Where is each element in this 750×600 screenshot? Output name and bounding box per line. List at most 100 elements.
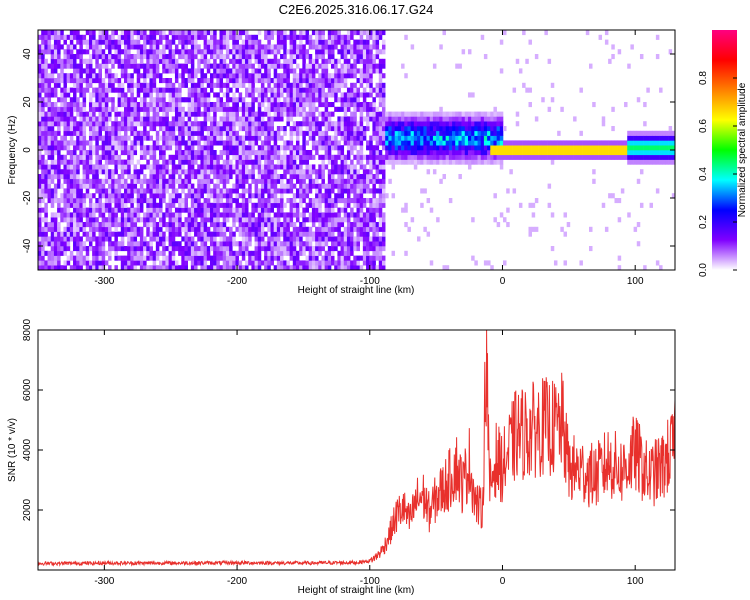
heatmap-cell: [245, 150, 249, 156]
heatmap-cell: [369, 212, 373, 218]
heatmap-cell: [308, 246, 313, 252]
heatmap-cell: [225, 164, 230, 170]
heatmap-cell: [206, 97, 211, 103]
heatmap-cell: [343, 106, 348, 112]
heatmap-cell: [117, 159, 122, 165]
heatmap-cell: [209, 121, 214, 127]
heatmap-cell: [337, 116, 341, 122]
heatmap-cell: [327, 169, 332, 175]
heatmap-cell: [127, 255, 131, 261]
heatmap-cell: [385, 154, 389, 160]
heatmap-cell: [216, 178, 220, 184]
heatmap-cell: [477, 126, 482, 132]
heatmap-cell: [168, 126, 173, 132]
heatmap-cell: [194, 92, 198, 98]
heatmap-cell: [490, 130, 494, 136]
heatmap-cell: [38, 63, 42, 69]
heatmap-cell: [66, 121, 71, 127]
heatmap-cell: [260, 97, 265, 103]
heatmap-cell: [369, 145, 373, 151]
heatmap-cell: [257, 78, 262, 84]
heatmap-cell: [283, 68, 287, 74]
heatmap-cell: [378, 58, 383, 64]
heatmap-cell: [270, 121, 274, 127]
heatmap-cell: [194, 188, 198, 194]
heatmap-cell: [331, 202, 335, 208]
heatmap-cell: [381, 44, 386, 50]
heatmap-cell: [241, 102, 246, 108]
heatmap-cell: [181, 226, 185, 232]
heatmap-cell: [69, 164, 74, 170]
heatmap-cell: [222, 246, 227, 252]
heatmap-cell: [203, 58, 208, 64]
heatmap-cell: [464, 135, 469, 141]
heatmap-cell: [165, 202, 169, 208]
heatmap-cell: [369, 178, 373, 184]
heatmap-cell: [47, 135, 52, 141]
heatmap-cell: [152, 260, 157, 266]
heatmap-cell: [41, 63, 45, 69]
heatmap-cell: [155, 236, 160, 242]
heatmap-cell: [461, 159, 466, 165]
heatmap-cell: [442, 30, 446, 36]
heatmap-cell: [289, 169, 294, 175]
heatmap-cell: [372, 202, 376, 208]
heatmap-cell: [359, 236, 364, 242]
heatmap-cell: [136, 174, 141, 180]
heatmap-cell: [38, 116, 42, 122]
heatmap-cell: [439, 150, 443, 156]
heatmap-cell: [219, 121, 224, 127]
heatmap-cell: [104, 97, 109, 103]
heatmap-cell: [362, 246, 367, 252]
heatmap-cell: [334, 63, 338, 69]
heatmap-cell: [254, 231, 259, 237]
heatmap-cell: [206, 154, 211, 160]
heatmap-cell: [251, 169, 255, 175]
heatmap-cell: [426, 150, 431, 156]
heatmap-cell: [117, 130, 122, 136]
heatmap-cell: [238, 92, 243, 98]
heatmap-cell: [136, 54, 141, 60]
heatmap-cell: [95, 126, 99, 132]
heatmap-cell: [318, 193, 322, 199]
heatmap-cell: [321, 135, 325, 141]
heatmap-cell: [420, 145, 424, 151]
heatmap-cell: [184, 140, 188, 146]
heatmap-cell: [423, 150, 427, 156]
heatmap-cell: [321, 265, 325, 271]
heatmap-cell: [171, 130, 176, 136]
heatmap-cell: [372, 159, 376, 165]
heatmap-cell: [350, 97, 354, 103]
heatmap-cell: [197, 236, 201, 242]
heatmap-cell: [57, 150, 61, 156]
heatmap-cell: [407, 140, 411, 146]
heatmap-cell: [248, 49, 252, 55]
heatmap-cell: [372, 145, 376, 151]
heatmap-cell: [143, 164, 147, 170]
heatmap-cell: [264, 217, 268, 223]
heatmap-cell: [251, 226, 255, 232]
heatmap-cell: [299, 265, 303, 271]
heatmap-cell: [38, 111, 42, 117]
heatmap-cell: [155, 111, 160, 117]
heatmap-cell: [92, 34, 96, 40]
heatmap-cell: [267, 140, 271, 146]
heatmap-cell: [273, 92, 278, 98]
heatmap-cell: [206, 217, 211, 223]
heatmap-cell: [455, 145, 459, 151]
heatmap-cell: [88, 97, 93, 103]
heatmap-cell: [197, 140, 201, 146]
heatmap-cell: [165, 265, 169, 271]
heatmap-cell: [206, 78, 211, 84]
heatmap-cell: [143, 44, 147, 50]
heatmap-cell: [334, 164, 338, 170]
heatmap-cell: [44, 87, 48, 93]
heatmap-cell: [120, 150, 125, 156]
heatmap-cell: [340, 130, 345, 136]
heatmap-cell: [168, 97, 173, 103]
heatmap-cell: [92, 49, 96, 55]
heatmap-cell: [139, 188, 144, 194]
heatmap-cell: [149, 87, 153, 93]
heatmap-cell: [162, 106, 166, 112]
heatmap-cell: [194, 159, 198, 165]
